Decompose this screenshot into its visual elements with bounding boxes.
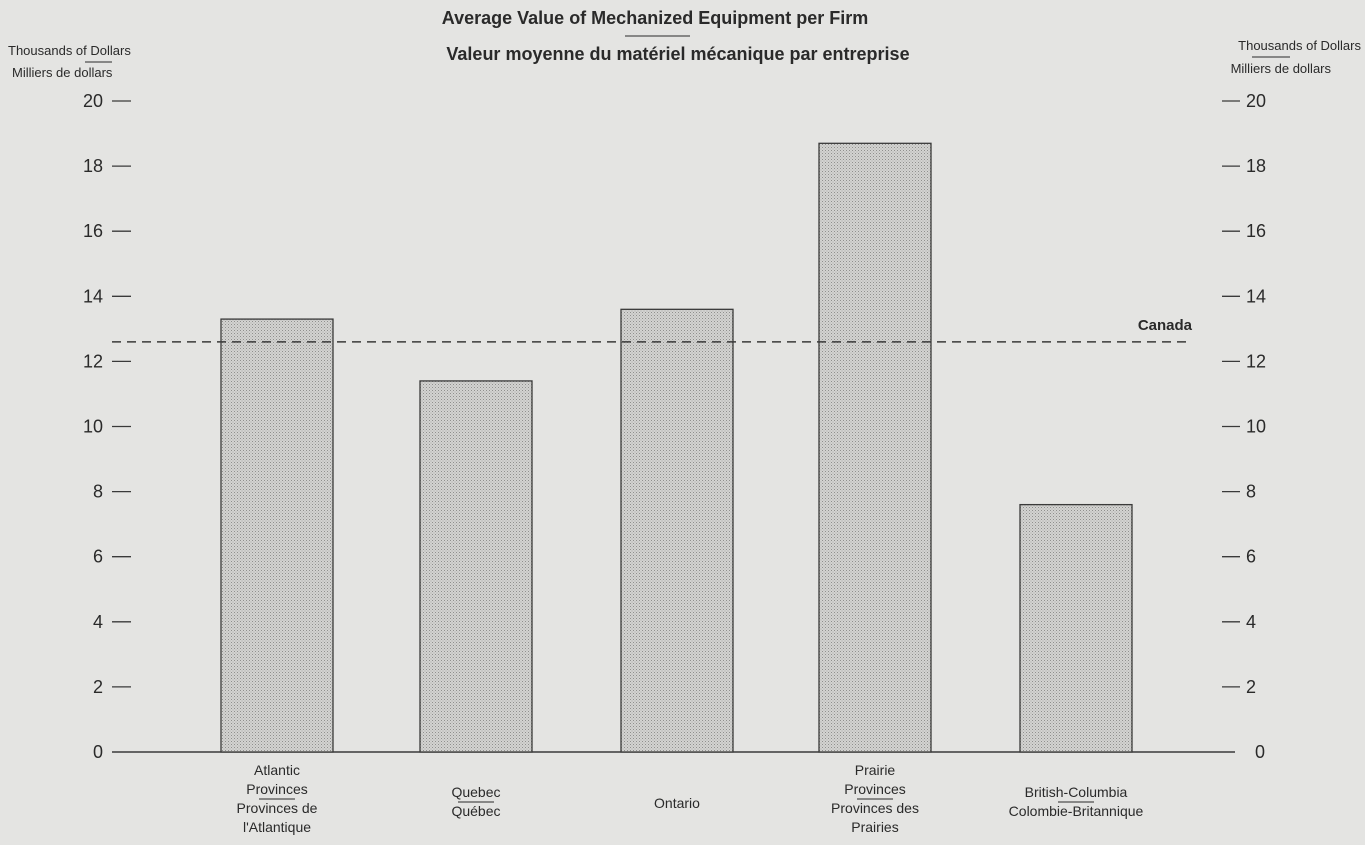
y-tick-label-right-20: 20 — [1246, 91, 1266, 111]
y-tick-label-left-12: 12 — [83, 351, 103, 371]
category-label-1-line-2: Provinces — [246, 781, 307, 797]
y-axis-title-left-en: Thousands of Dollars — [8, 43, 131, 58]
y-tick-label-right-16: 16 — [1246, 221, 1266, 241]
category-label-4-line-1: Prairie — [855, 762, 896, 778]
y-tick-label-right-8: 8 — [1246, 482, 1256, 502]
y-axis-title-right-en: Thousands of Dollars — [1238, 38, 1361, 53]
category-label-4-line-4: Prairies — [851, 819, 898, 835]
chart-title-fr: Valeur moyenne du matériel mécanique par… — [446, 44, 909, 64]
category-label-1-line-3: Provinces de — [237, 800, 318, 816]
y-tick-label-right-4: 4 — [1246, 612, 1256, 632]
category-label-1-line-1: Atlantic — [254, 762, 300, 778]
y-tick-label-left-18: 18 — [83, 156, 103, 176]
y-tick-label-left-14: 14 — [83, 286, 103, 306]
category-label-3-line-1: Ontario — [654, 795, 700, 811]
y-axis-title-left-fr: Milliers de dollars — [12, 65, 113, 80]
bar-5 — [1019, 503, 1133, 753]
bar-4 — [818, 142, 932, 753]
bar-2 — [419, 380, 533, 753]
bars-layer — [220, 142, 1133, 753]
reference-layer: Canada — [112, 317, 1193, 343]
y-tick-label-right-12: 12 — [1246, 351, 1266, 371]
category-labels-layer: Atlantic Provinces Provinces de l'Atlantiqu… — [237, 762, 1144, 835]
category-label-5-line-1: British-Columbia — [1025, 784, 1128, 800]
y-tick-label-left-4: 4 — [93, 612, 103, 632]
y-tick-label-left-16: 16 — [83, 221, 103, 241]
canada-reference-label: Canada — [1138, 317, 1193, 334]
ticks-layer: 0 0 2 2 4 4 6 6 8 8 10 10 12 12 14 14 16 16 18 18 20 20 — [83, 91, 1266, 762]
category-label-4-line-2: Provinces — [844, 781, 905, 797]
category-label-1-line-4: l'Atlantique — [243, 819, 311, 835]
y-tick-label-left-20: 20 — [83, 91, 103, 111]
y-tick-label-right-2: 2 — [1246, 677, 1256, 697]
y-axis-title-right-fr: Milliers de dollars — [1231, 61, 1332, 76]
category-label-4-line-3: Provinces des — [831, 800, 919, 816]
category-label-2-line-2: Québec — [451, 803, 500, 819]
y-tick-label-left-6: 6 — [93, 547, 103, 567]
y-tick-label-right-0: 0 — [1255, 742, 1265, 762]
y-tick-label-right-18: 18 — [1246, 156, 1266, 176]
y-tick-label-left-2: 2 — [93, 677, 103, 697]
y-tick-label-right-14: 14 — [1246, 286, 1266, 306]
category-label-2-line-1: Quebec — [451, 784, 500, 800]
y-tick-label-left-10: 10 — [83, 417, 103, 437]
bar-3 — [620, 308, 734, 753]
bar-1 — [220, 318, 334, 753]
y-tick-label-right-10: 10 — [1246, 417, 1266, 437]
y-tick-label-right-6: 6 — [1246, 547, 1256, 567]
category-label-5-line-2: Colombie-Britannique — [1009, 803, 1144, 819]
y-tick-label-left-0: 0 — [93, 742, 103, 762]
y-tick-label-left-8: 8 — [93, 482, 103, 502]
chart-title-en: Average Value of Mechanized Equipment pe… — [442, 8, 868, 28]
